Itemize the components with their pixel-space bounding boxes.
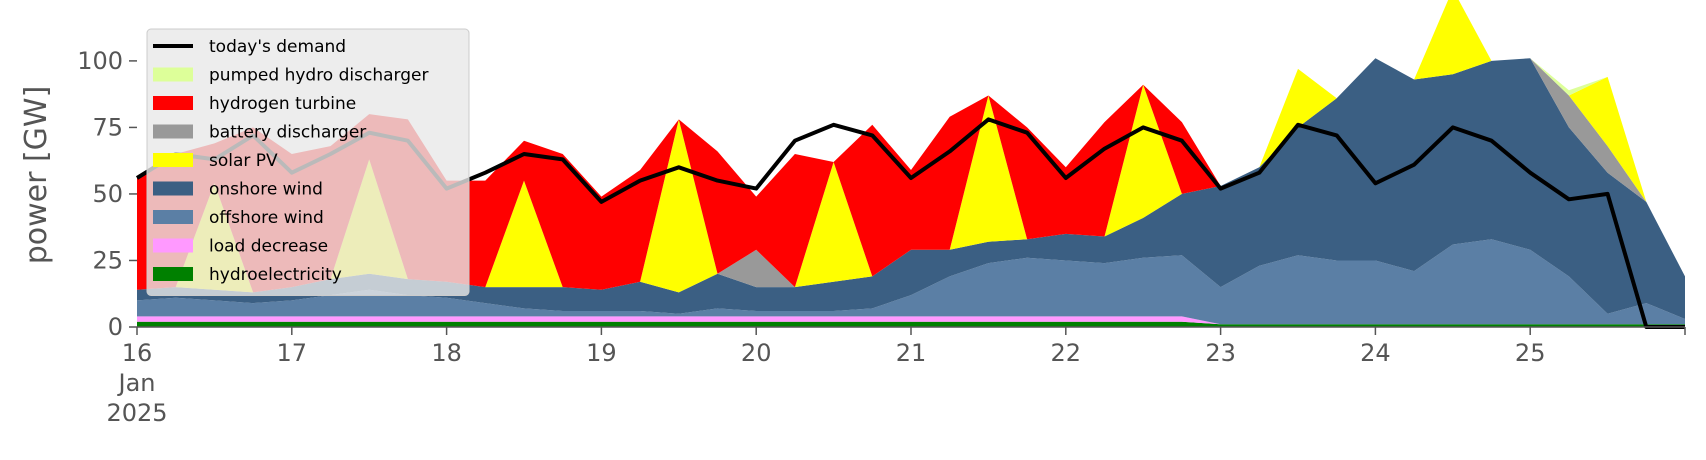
y-axis-label: power [GW] [19,86,54,265]
legend: today's demand pumped hydro discharger hyd… [146,28,470,296]
x-tick-label: 17 [277,339,308,367]
y-tick-label: 75 [92,113,123,141]
legend-label-load-decrease: load decrease [209,237,328,257]
x-tick-label: 24 [1360,339,1391,367]
legend-label-solar-pv: solar PV [209,151,278,171]
y-tick-label: 100 [77,47,123,75]
y-tick-label: 50 [92,180,123,208]
area-hydroelectricity [137,321,1685,327]
legend-swatch-pumped-hydro-discharger [153,67,193,82]
legend-label-today-s-demand: today's demand [209,37,346,57]
x-tick-label: 18 [431,339,462,367]
area-offshore-wind [137,239,1685,325]
legend-label-hydrogen-turbine: hydrogen turbine [209,94,356,114]
legend-label-battery-discharger: battery discharger [209,123,366,143]
legend-swatch-solar-pv [153,153,193,167]
legend-label-offshore-wind: offshore wind [209,208,324,228]
x-tick-label: 23 [1205,339,1236,367]
x-tick-year-label: 2025 [106,399,167,427]
legend-swatch-offshore-wind [153,210,193,224]
x-tick-label: 20 [741,339,772,367]
legend-label-pumped-hydro-discharger: pumped hydro discharger [209,66,428,86]
x-tick-label: 19 [586,339,617,367]
x-tick-label: 16 [122,339,153,367]
legend-box [146,28,470,296]
legend-swatch-hydroelectricity [153,267,193,281]
x-tick-label: 21 [896,339,927,367]
legend-label-onshore-wind: onshore wind [209,180,323,200]
legend-swatch-onshore-wind [153,181,193,196]
y-tick-label: 25 [92,246,123,274]
legend-swatch-load-decrease [153,238,193,253]
legend-label-hydroelectricity: hydroelectricity [209,265,342,285]
legend-swatch-hydrogen-turbine [153,96,193,110]
x-tick-label: 22 [1051,339,1082,367]
area-onshore-wind [137,58,1685,319]
legend-swatch-battery-discharger [153,124,193,139]
area-solar-pv [137,0,1685,293]
area-load-decrease [137,316,1685,325]
x-tick-label: 25 [1515,339,1546,367]
x-tick-month-label: Jan [117,369,156,397]
y-tick-label: 0 [108,313,123,341]
